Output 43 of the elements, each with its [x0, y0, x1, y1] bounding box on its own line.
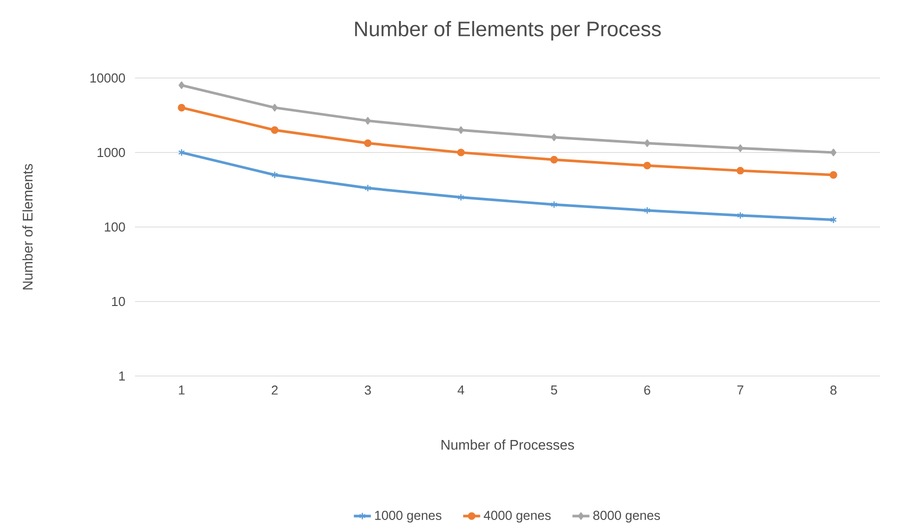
legend-label: 4000 genes: [484, 510, 551, 523]
x-tick-label: 6: [644, 386, 650, 395]
point: [550, 200, 558, 208]
point: [178, 104, 186, 112]
x-tick-label: 2: [272, 386, 278, 395]
point: [643, 162, 651, 170]
y-axis-title: Number of Elements: [22, 164, 33, 290]
x-tick-label: 1: [178, 386, 185, 394]
y-tick-label: 1: [119, 372, 125, 380]
point: [644, 206, 651, 214]
point: [830, 216, 837, 224]
x-tick-label: 4: [458, 386, 464, 394]
point: [364, 116, 371, 125]
point: [550, 156, 558, 164]
x-tick-label: 5: [550, 386, 558, 395]
y-tick-label: 10: [112, 296, 125, 306]
point: [271, 171, 278, 179]
point: [736, 166, 744, 174]
point: [458, 194, 464, 202]
point: [178, 81, 185, 90]
point: [457, 148, 465, 156]
point: [364, 139, 372, 147]
point: [364, 184, 372, 192]
point: [736, 212, 744, 220]
point: [830, 171, 838, 179]
point: [644, 139, 650, 147]
y-tick-label: 100: [104, 222, 125, 232]
point: [737, 144, 744, 152]
x-tick-label: 8: [830, 386, 836, 395]
point: [178, 148, 185, 156]
y-tick-label: 10000: [90, 73, 125, 83]
point: [270, 126, 278, 134]
legend-label: 1000 genes: [375, 510, 442, 523]
x-axis-title: Number of Processes: [442, 440, 574, 450]
point: [458, 126, 464, 134]
point: [830, 148, 836, 156]
legend-label: 8000 genes: [593, 510, 660, 523]
chart-title: Number of Elements per Process: [355, 21, 661, 40]
y-tick-label: 1000: [98, 148, 125, 158]
x-tick-label: 3: [364, 386, 371, 395]
x-tick-label: 7: [737, 386, 744, 394]
point: [272, 104, 278, 112]
point: [551, 133, 558, 142]
